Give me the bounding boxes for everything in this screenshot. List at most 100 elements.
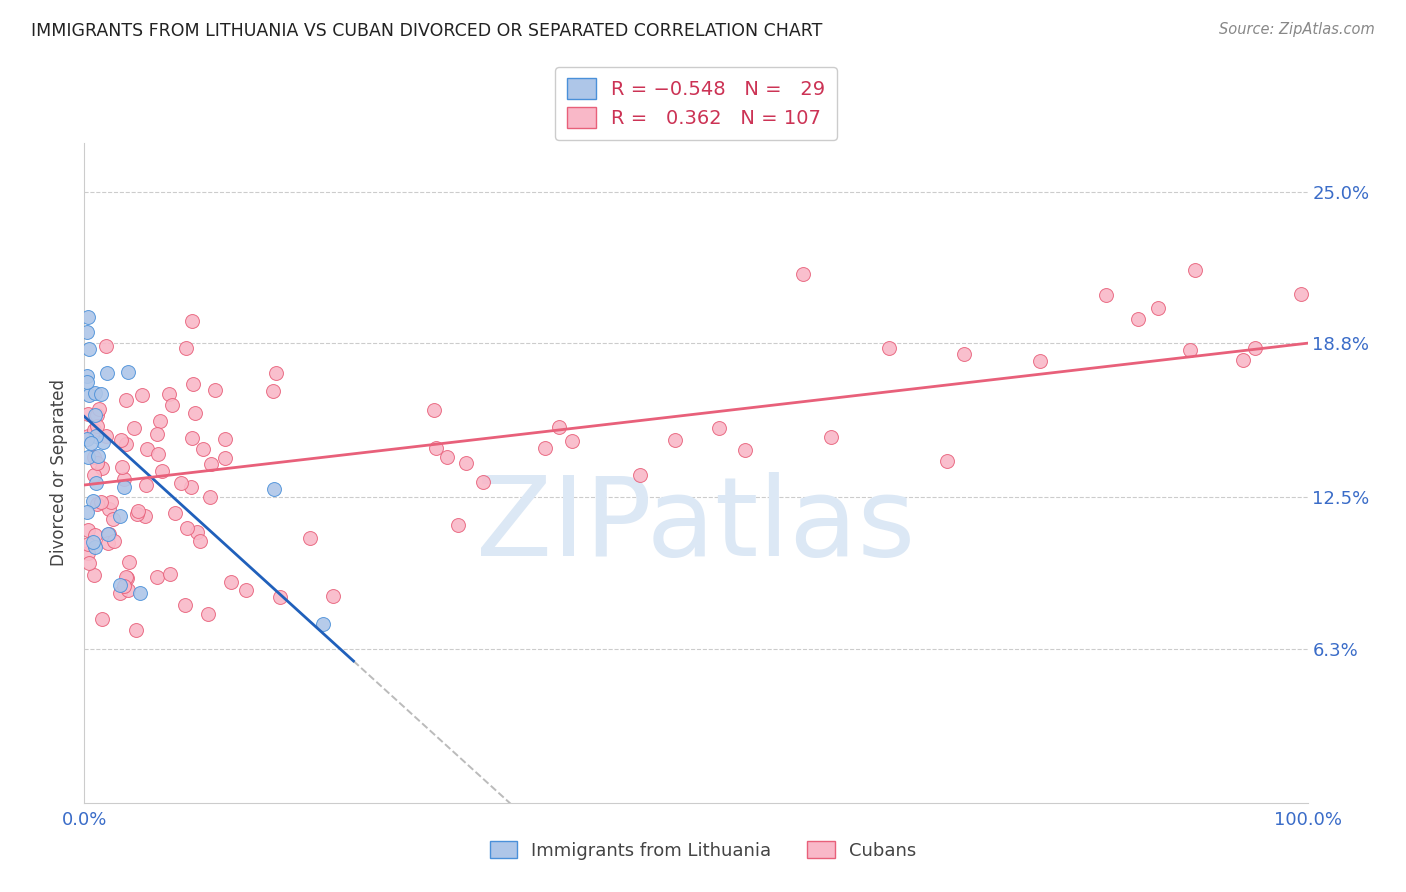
Point — [77, 546, 100, 560]
Point — [165, 507, 187, 521]
Point — [952, 347, 974, 361]
Point — [115, 570, 138, 584]
Point — [122, 421, 145, 435]
Point — [1289, 286, 1312, 301]
Point — [129, 585, 152, 599]
Point — [103, 534, 125, 549]
Point — [91, 612, 114, 626]
Point — [83, 423, 105, 437]
Legend: Immigrants from Lithuania, Cubans: Immigrants from Lithuania, Cubans — [482, 834, 924, 867]
Point — [180, 314, 202, 328]
Point — [820, 429, 842, 443]
Point — [96, 367, 118, 381]
Point — [84, 476, 107, 491]
Point — [181, 376, 204, 391]
Point — [734, 443, 756, 458]
Point — [1128, 312, 1150, 326]
Point — [188, 533, 211, 548]
Point — [117, 582, 139, 597]
Point — [100, 495, 122, 509]
Text: IMMIGRANTS FROM LITHUANIA VS CUBAN DIVORCED OR SEPARATED CORRELATION CHART: IMMIGRANTS FROM LITHUANIA VS CUBAN DIVOR… — [31, 22, 823, 40]
Point — [110, 433, 132, 447]
Point — [150, 464, 173, 478]
Point — [159, 566, 181, 581]
Point — [115, 436, 138, 450]
Point — [90, 495, 112, 509]
Point — [136, 442, 159, 457]
Point — [707, 421, 730, 435]
Point — [118, 555, 141, 569]
Point — [76, 375, 98, 389]
Point — [89, 401, 111, 416]
Point — [80, 435, 103, 450]
Point — [86, 497, 108, 511]
Point — [84, 408, 107, 422]
Point — [79, 342, 101, 356]
Point — [471, 475, 494, 490]
Point — [1178, 343, 1201, 357]
Point — [134, 509, 156, 524]
Point — [83, 450, 105, 464]
Point — [312, 617, 335, 632]
Point — [82, 534, 104, 549]
Point — [108, 578, 131, 592]
Point — [97, 535, 120, 549]
Point — [235, 582, 257, 597]
Text: ZIPatlas: ZIPatlas — [477, 472, 915, 579]
Point — [198, 490, 221, 504]
Point — [191, 442, 214, 457]
Point — [269, 590, 291, 604]
Point — [214, 432, 236, 446]
Point — [425, 441, 447, 455]
Point — [124, 623, 146, 637]
Point — [135, 477, 157, 491]
Point — [169, 476, 191, 491]
Point — [77, 388, 100, 402]
Point — [534, 441, 557, 455]
Point — [94, 339, 117, 353]
Point — [561, 434, 583, 448]
Point — [101, 512, 124, 526]
Point — [76, 369, 98, 384]
Point — [112, 579, 135, 593]
Point — [298, 531, 321, 545]
Point — [146, 447, 169, 461]
Point — [94, 429, 117, 443]
Point — [127, 504, 149, 518]
Point — [263, 483, 285, 497]
Point — [91, 460, 114, 475]
Point — [200, 457, 222, 471]
Point — [98, 501, 121, 516]
Point — [77, 523, 100, 537]
Point — [146, 570, 169, 584]
Point — [77, 407, 100, 421]
Point — [110, 586, 132, 600]
Point — [117, 571, 139, 585]
Point — [1184, 263, 1206, 277]
Point — [447, 518, 470, 533]
Point — [664, 433, 686, 447]
Point — [792, 267, 814, 281]
Point — [174, 341, 197, 355]
Point — [77, 537, 100, 551]
Point — [935, 454, 957, 468]
Point — [98, 527, 121, 541]
Point — [108, 508, 131, 523]
Point — [877, 341, 900, 355]
Point — [145, 426, 167, 441]
Point — [1029, 354, 1052, 368]
Point — [184, 406, 207, 420]
Point — [86, 457, 108, 471]
Point — [84, 429, 107, 443]
Point — [112, 480, 135, 494]
Point — [547, 420, 569, 434]
Point — [204, 384, 226, 398]
Point — [83, 386, 105, 401]
Point — [322, 590, 344, 604]
Point — [1095, 288, 1118, 302]
Point — [131, 388, 153, 402]
Point — [82, 494, 104, 508]
Point — [76, 325, 98, 339]
Point — [1232, 353, 1254, 368]
Point — [76, 432, 98, 446]
